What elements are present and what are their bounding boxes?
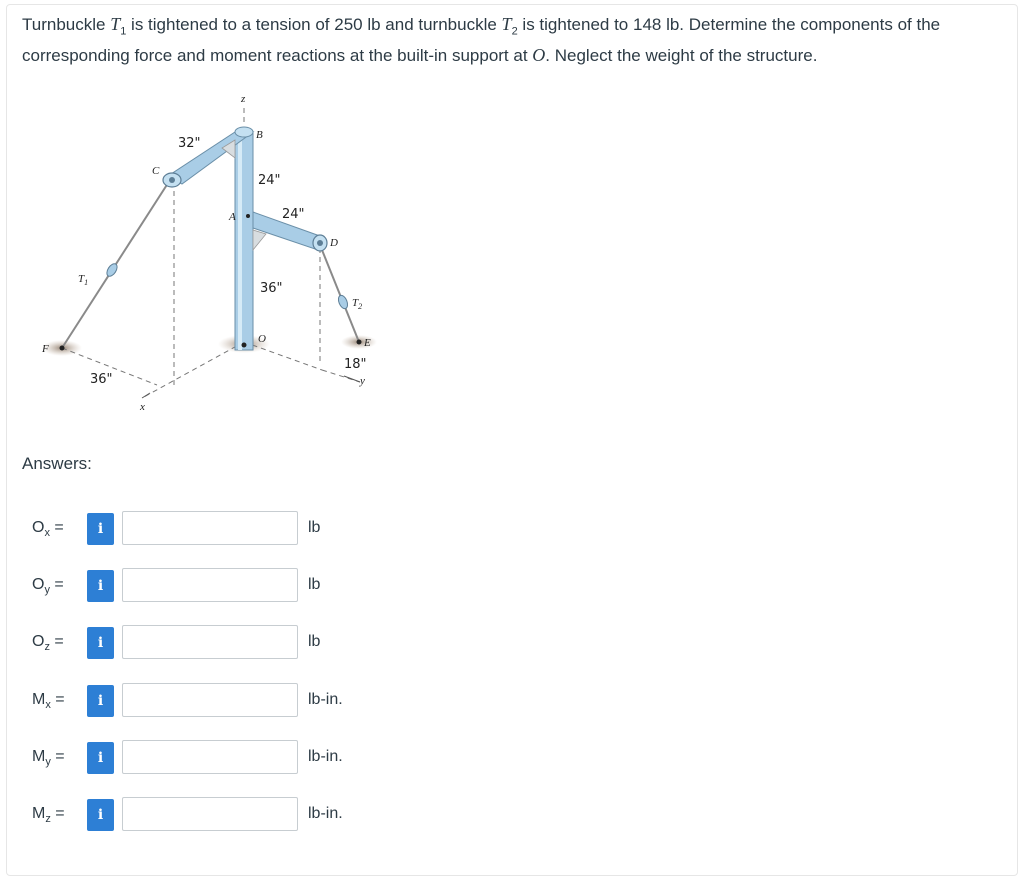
answer-label-oy: Oy =	[32, 576, 64, 597]
label-c: C	[152, 165, 160, 177]
unit-label: lb	[308, 633, 321, 650]
unit-label: lb	[308, 519, 321, 536]
label-d: D	[329, 237, 338, 249]
answer-row-mx: Mx = i lb-in.	[0, 683, 500, 719]
label-a: A	[228, 211, 236, 223]
question-card	[6, 4, 1018, 876]
cable-t2	[319, 244, 360, 343]
turnbuckle-t1	[106, 263, 118, 277]
answer-label-mz: Mz =	[32, 805, 65, 826]
info-icon[interactable]: i	[87, 799, 114, 831]
unit-label: lb-in.	[308, 805, 343, 822]
info-icon[interactable]: i	[87, 742, 114, 774]
info-icon[interactable]: i	[87, 685, 114, 717]
answer-input-oz[interactable]	[122, 625, 298, 659]
structure-figure: z x y B C A D E F O T1 T2 32" 24" 24" 36…	[41, 93, 377, 413]
label-t1: T1	[78, 273, 88, 287]
label-t2: T2	[352, 297, 362, 311]
problem-statement: Turnbuckle T1 is tightened to a tension …	[22, 14, 941, 66]
info-icon[interactable]: i	[87, 513, 114, 545]
answer-label-ox: Ox =	[32, 519, 64, 540]
unit-label: lb-in.	[308, 691, 343, 708]
answer-row-my: My = i lb-in.	[0, 740, 500, 776]
answer-label-mx: Mx =	[32, 691, 65, 712]
answer-label-my: My =	[32, 748, 65, 769]
answer-row-oz: Oz = i lb	[0, 625, 500, 661]
pipe-vertical	[234, 131, 254, 351]
label-e: E	[363, 337, 371, 349]
answer-input-my[interactable]	[122, 740, 298, 774]
unit-label: lb	[308, 576, 321, 593]
dim-36-vertical: 36"	[260, 281, 283, 296]
answer-row-ox: Ox = i lb	[0, 511, 500, 547]
answer-row-oy: Oy = i lb	[0, 568, 500, 604]
label-y: y	[359, 375, 365, 387]
dim-24-vertical: 24"	[258, 173, 281, 188]
answer-input-mz[interactable]	[122, 797, 298, 831]
label-x: x	[139, 401, 145, 413]
info-icon[interactable]: i	[87, 570, 114, 602]
answer-row-mz: Mz = i lb-in.	[0, 797, 500, 833]
answer-input-oy[interactable]	[122, 568, 298, 602]
label-z: z	[240, 93, 246, 105]
label-b: B	[256, 129, 263, 141]
answer-label-oz: Oz =	[32, 633, 64, 654]
dim-36-ground: 36"	[90, 372, 113, 387]
dim-18: 18"	[344, 357, 367, 372]
unit-label: lb-in.	[308, 748, 343, 765]
answer-input-mx[interactable]	[122, 683, 298, 717]
answer-input-ox[interactable]	[122, 511, 298, 545]
dim-24-horizontal: 24"	[282, 207, 305, 222]
turnbuckle-t2	[337, 294, 349, 310]
label-o: O	[258, 333, 266, 345]
info-icon[interactable]: i	[87, 627, 114, 659]
label-f: F	[41, 343, 49, 355]
answers-heading: Answers:	[22, 454, 92, 473]
dim-32: 32"	[178, 136, 201, 151]
